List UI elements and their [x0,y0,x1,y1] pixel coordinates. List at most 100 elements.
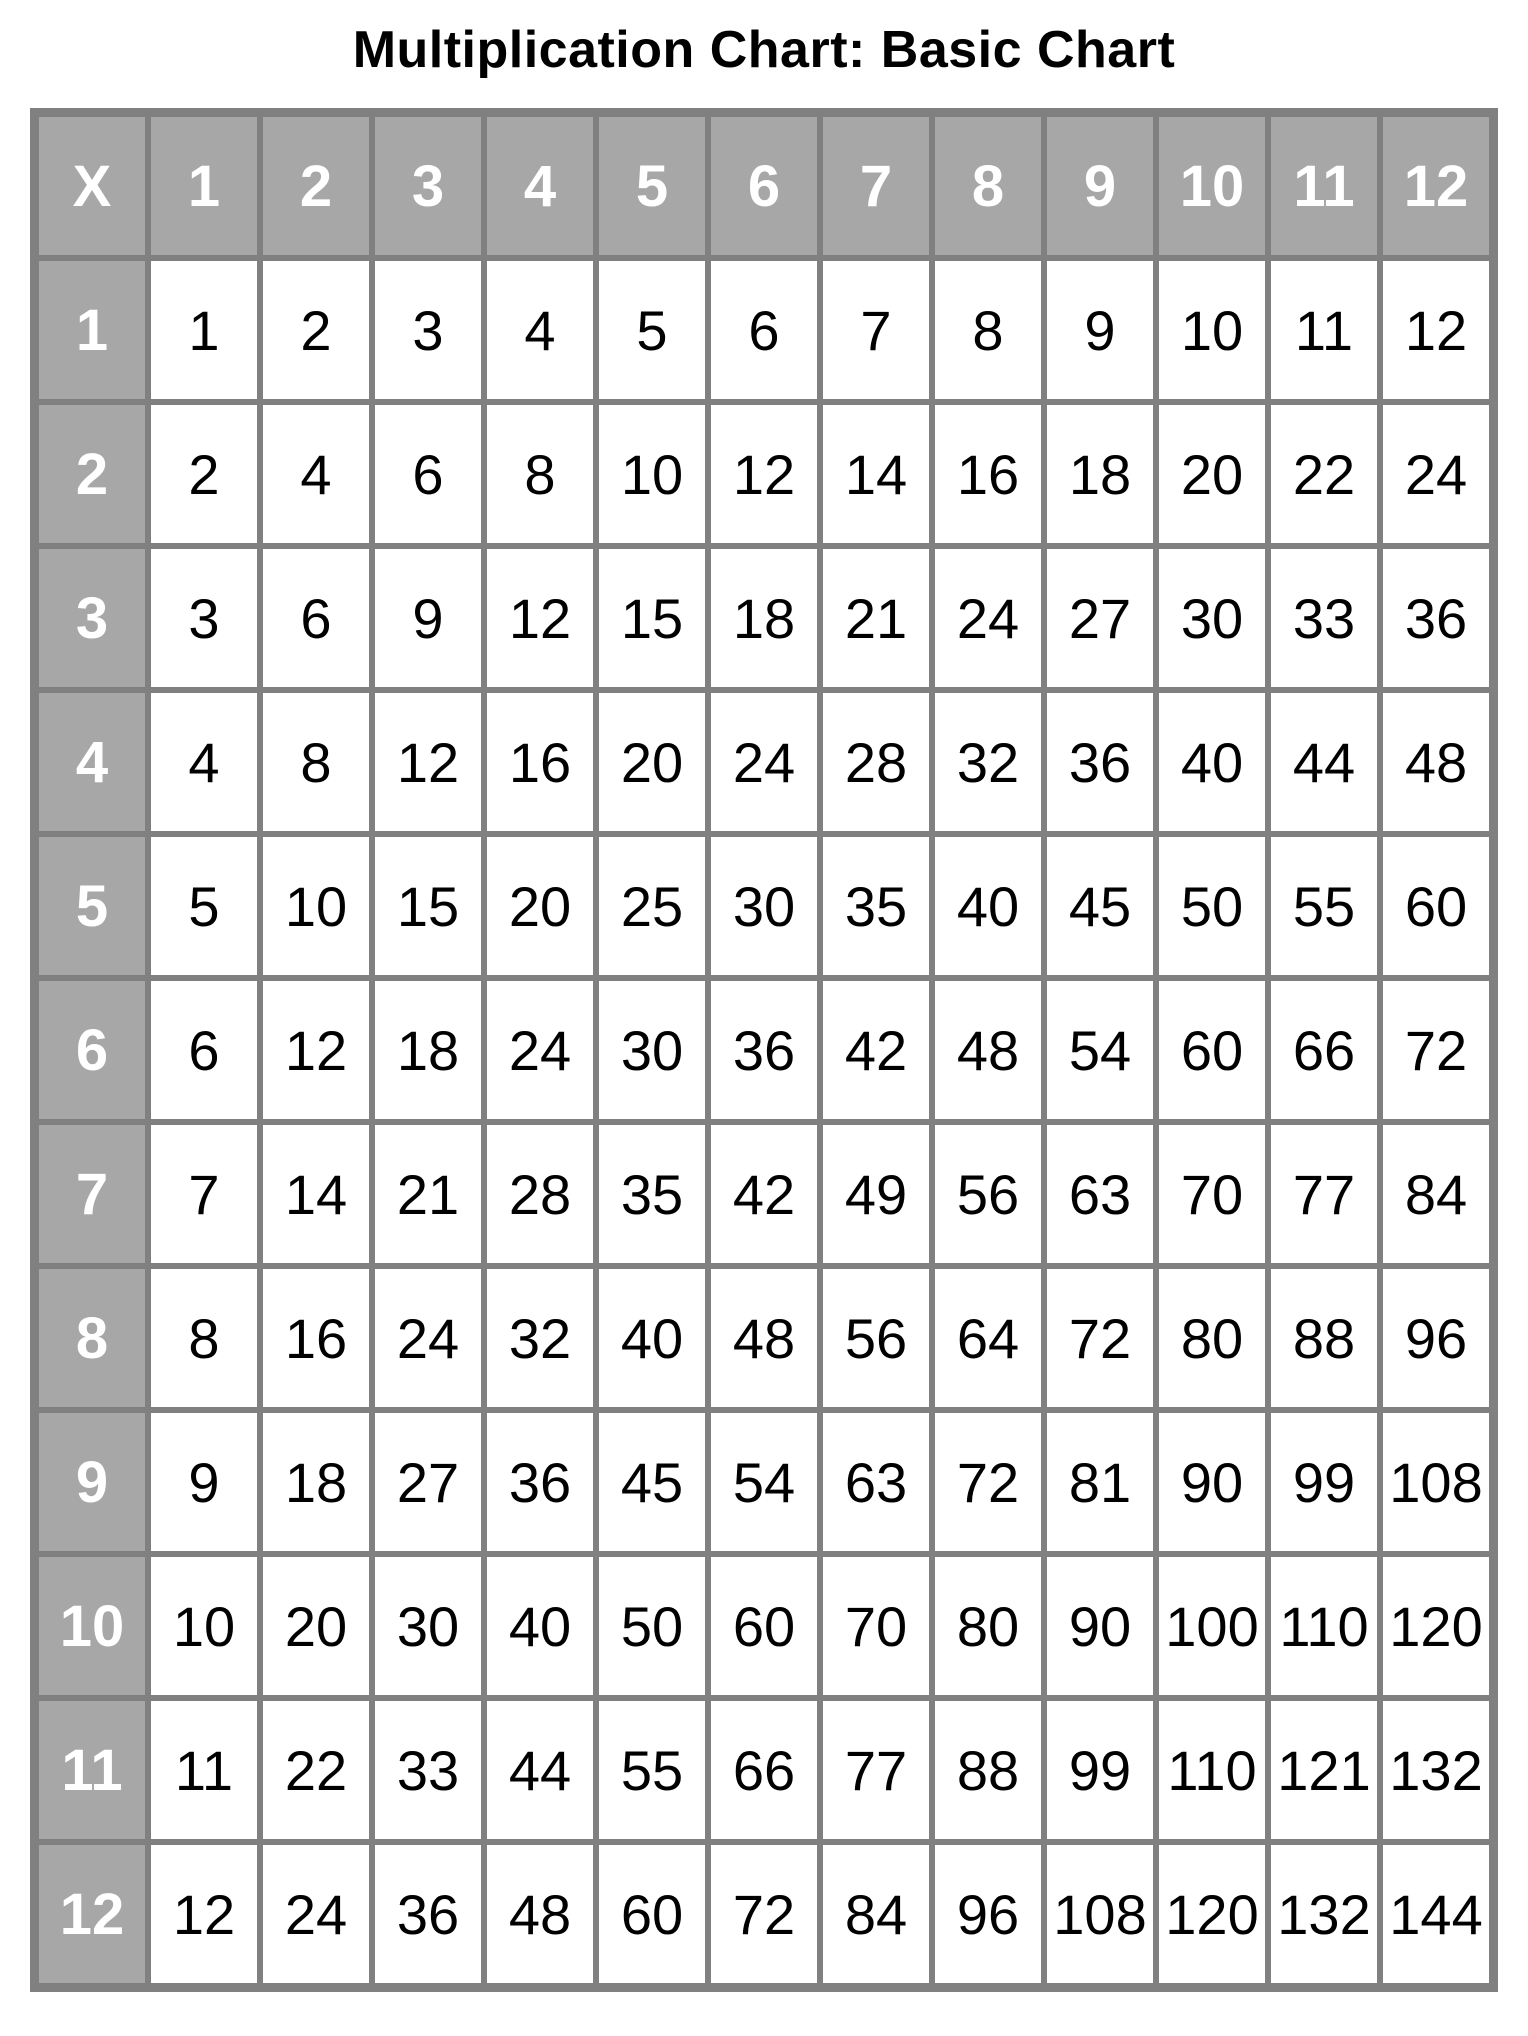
table-cell: 20 [486,836,594,976]
table-cell: 7 [150,1124,258,1264]
table-cell: 96 [934,1844,1042,1984]
table-cell: 56 [934,1124,1042,1264]
table-cell: 120 [1158,1844,1266,1984]
table-cell: 30 [1158,548,1266,688]
table-cell: 16 [262,1268,370,1408]
row-header: 10 [38,1556,146,1696]
table-cell: 10 [598,404,706,544]
table-cell: 33 [374,1700,482,1840]
table-cell: 110 [1158,1700,1266,1840]
table-cell: 12 [1382,260,1490,400]
table-cell: 30 [374,1556,482,1696]
row-header: 3 [38,548,146,688]
table-cell: 14 [822,404,930,544]
table-row: 44812162024283236404448 [38,692,1490,832]
table-cell: 28 [822,692,930,832]
table-cell: 110 [1270,1556,1378,1696]
table-cell: 24 [486,980,594,1120]
table-cell: 36 [1382,548,1490,688]
table-cell: 5 [598,260,706,400]
col-header: 4 [486,116,594,256]
table-cell: 16 [486,692,594,832]
table-row: 224681012141618202224 [38,404,1490,544]
table-row: 771421283542495663707784 [38,1124,1490,1264]
table-cell: 66 [710,1700,818,1840]
table-cell: 132 [1270,1844,1378,1984]
table-cell: 4 [262,404,370,544]
table-cell: 24 [374,1268,482,1408]
table-cell: 18 [262,1412,370,1552]
table-cell: 2 [150,404,258,544]
table-cell: 45 [1046,836,1154,976]
table-cell: 50 [1158,836,1266,976]
table-cell: 77 [822,1700,930,1840]
row-header: 11 [38,1700,146,1840]
table-body: X123456789101112112345678910111222468101… [38,116,1490,1984]
table-cell: 8 [262,692,370,832]
table-cell: 60 [598,1844,706,1984]
table-cell: 30 [598,980,706,1120]
table-cell: 6 [710,260,818,400]
table-cell: 28 [486,1124,594,1264]
table-cell: 32 [486,1268,594,1408]
table-cell: 4 [150,692,258,832]
table-cell: 63 [822,1412,930,1552]
table-cell: 80 [934,1556,1042,1696]
chart-title: Multiplication Chart: Basic Chart [30,20,1498,80]
table-cell: 40 [1158,692,1266,832]
table-cell: 55 [1270,836,1378,976]
table-cell: 72 [934,1412,1042,1552]
table-cell: 48 [934,980,1042,1120]
col-header: 10 [1158,116,1266,256]
table-cell: 1 [150,260,258,400]
multiplication-table-wrap: X123456789101112112345678910111222468101… [30,108,1498,1992]
table-cell: 33 [1270,548,1378,688]
row-header: 1 [38,260,146,400]
table-cell: 36 [486,1412,594,1552]
table-cell: 66 [1270,980,1378,1120]
table-cell: 48 [486,1844,594,1984]
table-cell: 6 [374,404,482,544]
table-row: 11112233445566778899110121132 [38,1700,1490,1840]
col-header: 1 [150,116,258,256]
table-cell: 96 [1382,1268,1490,1408]
table-cell: 9 [374,548,482,688]
table-cell: 22 [262,1700,370,1840]
row-header: 9 [38,1412,146,1552]
row-header: 5 [38,836,146,976]
table-cell: 99 [1270,1412,1378,1552]
col-header: 3 [374,116,482,256]
table-cell: 63 [1046,1124,1154,1264]
table-cell: 49 [822,1124,930,1264]
table-cell: 24 [934,548,1042,688]
table-row: 3369121518212427303336 [38,548,1490,688]
table-cell: 48 [1382,692,1490,832]
table-cell: 84 [1382,1124,1490,1264]
table-cell: 10 [262,836,370,976]
table-cell: 45 [598,1412,706,1552]
table-cell: 35 [598,1124,706,1264]
table-header-row: X123456789101112 [38,116,1490,256]
table-cell: 9 [150,1412,258,1552]
table-cell: 60 [710,1556,818,1696]
table-cell: 12 [150,1844,258,1984]
table-cell: 108 [1046,1844,1154,1984]
table-row: 121224364860728496108120132144 [38,1844,1490,1984]
col-header: 8 [934,116,1042,256]
row-header: 4 [38,692,146,832]
table-cell: 36 [710,980,818,1120]
table-cell: 42 [822,980,930,1120]
table-cell: 18 [374,980,482,1120]
table-cell: 32 [934,692,1042,832]
row-header: 12 [38,1844,146,1984]
table-cell: 18 [1046,404,1154,544]
table-cell: 90 [1158,1412,1266,1552]
table-cell: 2 [262,260,370,400]
col-header: 6 [710,116,818,256]
table-cell: 80 [1158,1268,1266,1408]
table-cell: 121 [1270,1700,1378,1840]
table-cell: 99 [1046,1700,1154,1840]
multiplication-table: X123456789101112112345678910111222468101… [34,112,1494,1988]
table-cell: 72 [710,1844,818,1984]
table-cell: 64 [934,1268,1042,1408]
